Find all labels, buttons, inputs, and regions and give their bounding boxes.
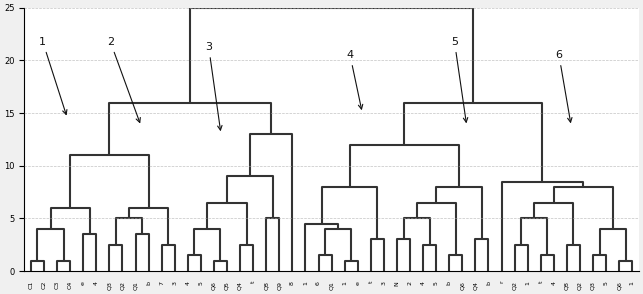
Text: 6: 6 — [556, 50, 572, 122]
Text: 5: 5 — [451, 37, 467, 122]
Text: 3: 3 — [205, 42, 222, 130]
Text: 4: 4 — [347, 50, 363, 109]
Text: 1: 1 — [39, 37, 67, 114]
Text: 2: 2 — [107, 37, 140, 122]
